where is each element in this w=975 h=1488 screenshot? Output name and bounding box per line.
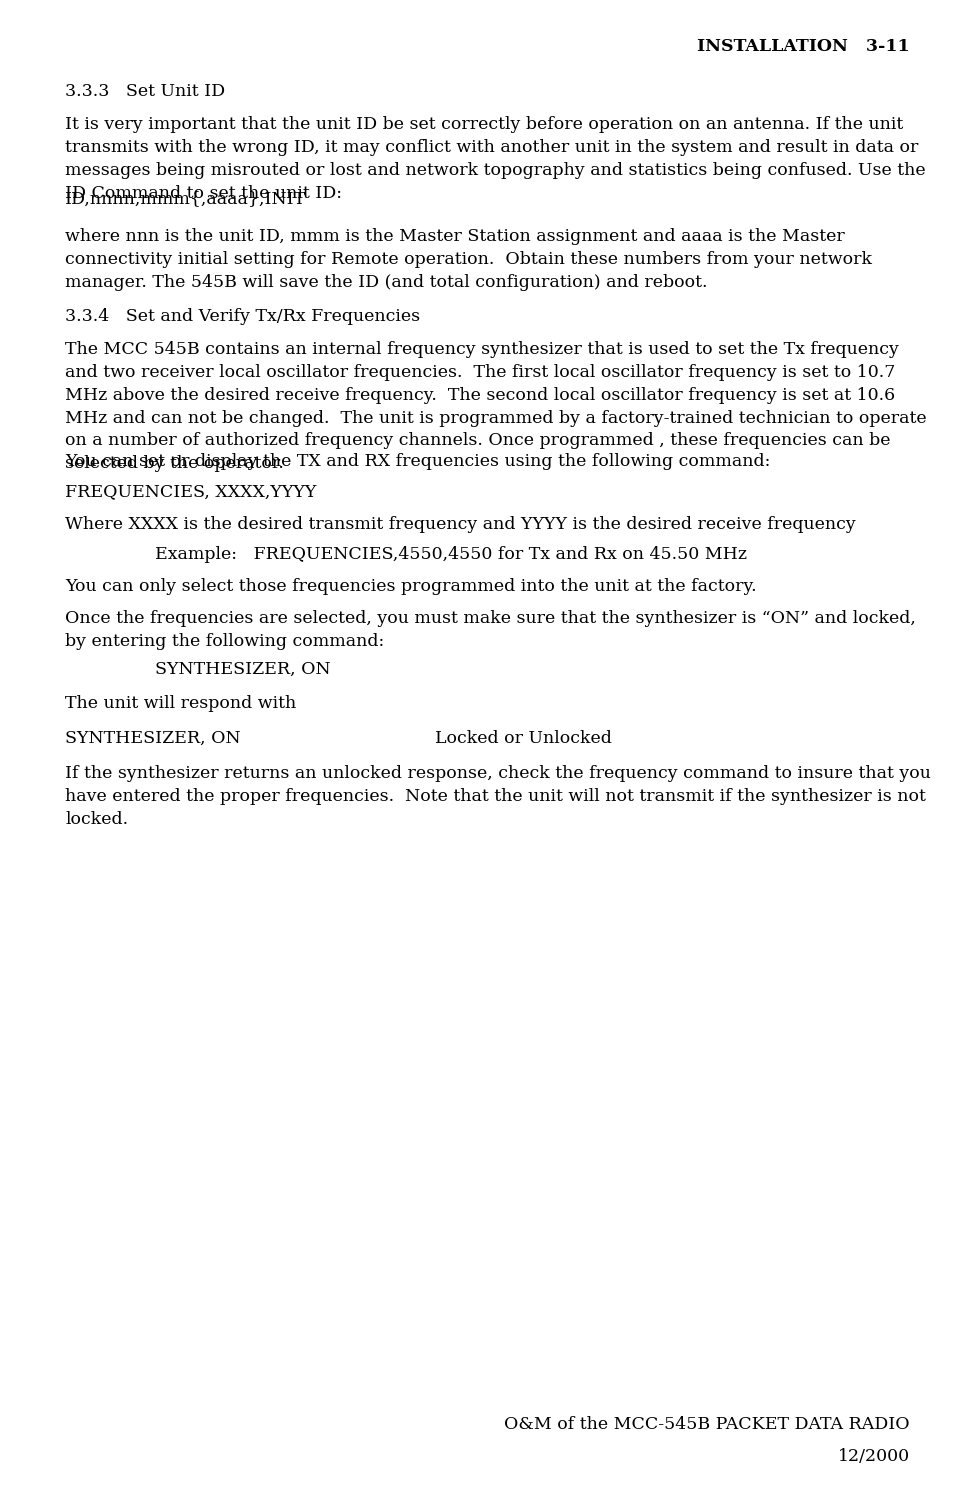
Text: 3.3.4   Set and Verify Tx/Rx Frequencies: 3.3.4 Set and Verify Tx/Rx Frequencies	[65, 308, 420, 324]
Text: It is very important that the unit ID be set correctly before operation on an an: It is very important that the unit ID be…	[65, 116, 925, 201]
Text: where nnn is the unit ID, mmm is the Master Station assignment and aaaa is the M: where nnn is the unit ID, mmm is the Mas…	[65, 228, 872, 290]
Text: SYNTHESIZER, ON: SYNTHESIZER, ON	[65, 731, 241, 747]
Text: The MCC 545B contains an internal frequency synthesizer that is used to set the : The MCC 545B contains an internal freque…	[65, 341, 926, 472]
Text: O&M of the MCC-545B PACKET DATA RADIO: O&M of the MCC-545B PACKET DATA RADIO	[504, 1417, 910, 1433]
Text: Example:   FREQUENCIES,4550,4550 for Tx and Rx on 45.50 MHz: Example: FREQUENCIES,4550,4550 for Tx an…	[155, 546, 747, 562]
Text: The unit will respond with: The unit will respond with	[65, 695, 296, 711]
Text: 3.3.3   Set Unit ID: 3.3.3 Set Unit ID	[65, 83, 225, 100]
Text: 12/2000: 12/2000	[838, 1448, 910, 1466]
Text: Once the frequencies are selected, you must make sure that the synthesizer is “O: Once the frequencies are selected, you m…	[65, 610, 916, 650]
Text: Locked or Unlocked: Locked or Unlocked	[435, 731, 612, 747]
Text: Where XXXX is the desired transmit frequency and YYYY is the desired receive fre: Where XXXX is the desired transmit frequ…	[65, 516, 856, 533]
Text: FREQUENCIES, XXXX,YYYY: FREQUENCIES, XXXX,YYYY	[65, 484, 316, 500]
Text: INSTALLATION   3-11: INSTALLATION 3-11	[697, 39, 910, 55]
Text: If the synthesizer returns an unlocked response, check the frequency command to : If the synthesizer returns an unlocked r…	[65, 765, 931, 827]
Text: SYNTHESIZER, ON: SYNTHESIZER, ON	[155, 661, 331, 679]
Text: You can only select those frequencies programmed into the unit at the factory.: You can only select those frequencies pr…	[65, 577, 757, 595]
Text: You can set or display the TX and RX frequencies using the following command:: You can set or display the TX and RX fre…	[65, 452, 770, 470]
Text: ID,nnnn,mmm{,aaaa},INIT: ID,nnnn,mmm{,aaaa},INIT	[65, 190, 306, 207]
